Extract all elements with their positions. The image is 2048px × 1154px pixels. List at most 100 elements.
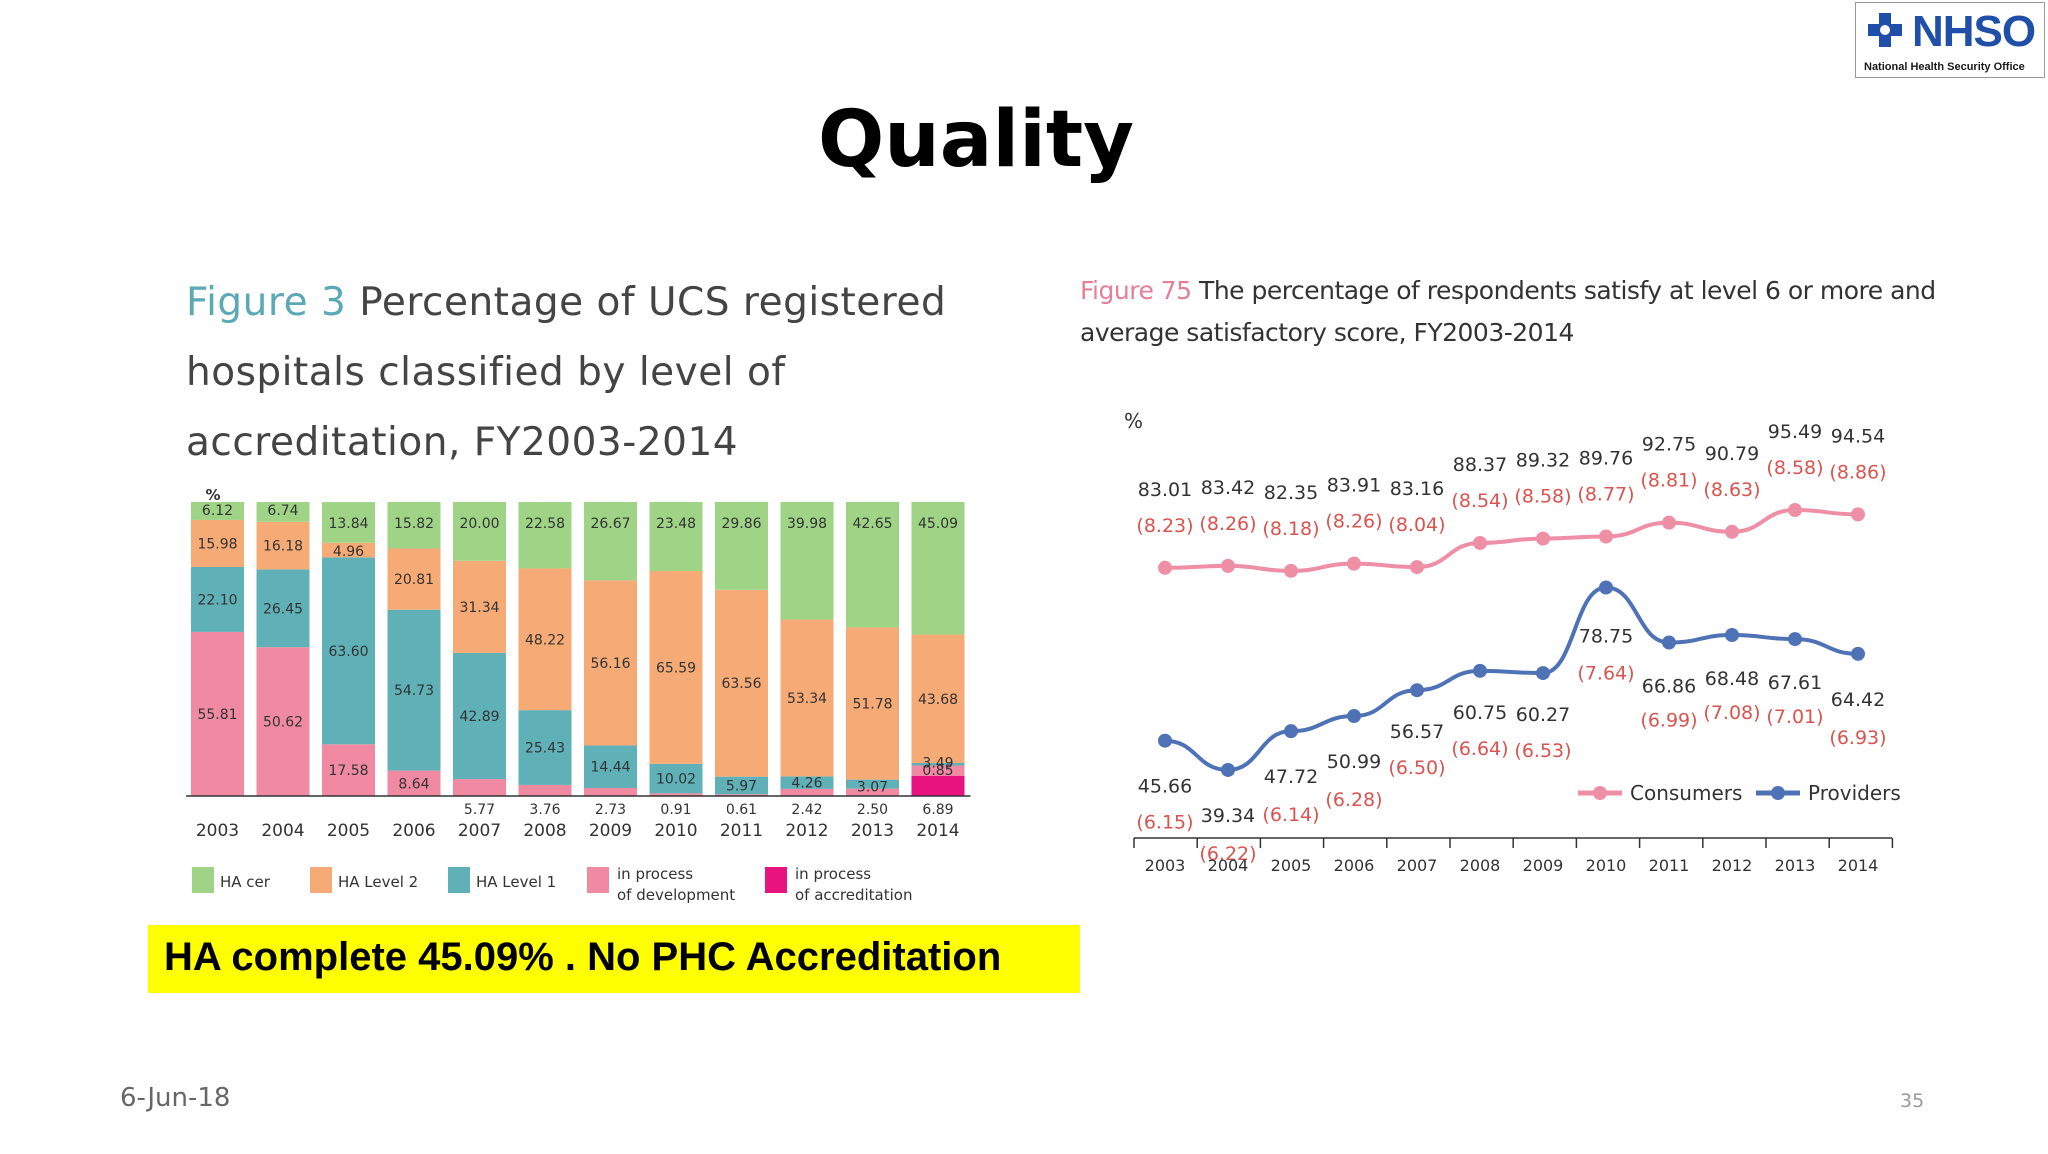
line-value-label: 39.34 bbox=[1201, 805, 1255, 827]
bar-data-label: 0.85 bbox=[922, 763, 953, 779]
line-score-label: (6.14) bbox=[1262, 804, 1319, 826]
bar-segment bbox=[780, 776, 834, 789]
bar-data-label: 39.98 bbox=[787, 516, 827, 532]
line-value-label: 88.37 bbox=[1453, 454, 1507, 476]
bar-category-label: 2012 bbox=[785, 821, 828, 841]
bar-unit-label: % bbox=[205, 486, 220, 504]
line-score-label: (8.58) bbox=[1514, 486, 1571, 508]
bar-segment bbox=[518, 710, 572, 785]
bar-data-label: 3.49 bbox=[922, 755, 953, 771]
satisfaction-line-chart: % 83.01 (8.23) 83.42 (8.26) 82.35 (8.18) 83.91 (… bbox=[1124, 409, 1901, 875]
bar-data-label: 15.82 bbox=[394, 516, 434, 532]
line-value-label: 50.99 bbox=[1327, 751, 1381, 773]
accreditation-stacked-bar-chart: % 55.81 22.10 15.98 6.12 2003 50.62 26.45 16.18 6… bbox=[186, 486, 971, 904]
line-score-label: (6.53) bbox=[1514, 740, 1571, 762]
line-point bbox=[1158, 560, 1172, 575]
line-x-tick-label: 2008 bbox=[1460, 856, 1501, 875]
bar-data-label: 10.02 bbox=[656, 772, 696, 788]
bar-segment bbox=[584, 787, 637, 796]
bar-segment bbox=[584, 502, 637, 581]
line-value-label: 78.75 bbox=[1579, 626, 1633, 648]
line-score-label: (8.86) bbox=[1829, 461, 1886, 483]
highlight-callout: HA complete 45.09% . No PHC Accreditatio… bbox=[148, 925, 1080, 993]
slide-title: Quality bbox=[817, 95, 1135, 185]
line-point bbox=[1410, 560, 1424, 575]
line-score-label: (6.93) bbox=[1829, 727, 1886, 749]
line-x-tick-label: 2012 bbox=[1712, 856, 1753, 875]
bar-segment bbox=[453, 652, 506, 780]
line-point bbox=[1851, 646, 1865, 661]
bar-segment bbox=[518, 568, 572, 711]
bar-data-label: 3.76 bbox=[529, 802, 560, 818]
line-point bbox=[1599, 580, 1613, 595]
line-score-label: (8.04) bbox=[1388, 514, 1445, 536]
line-value-label: 83.42 bbox=[1201, 477, 1255, 499]
line-point bbox=[1788, 503, 1802, 517]
bar-segment bbox=[322, 557, 375, 745]
line-score-label: (6.28) bbox=[1325, 789, 1382, 811]
line-legend-marker bbox=[1593, 786, 1607, 800]
line-value-label: 60.27 bbox=[1516, 704, 1570, 726]
bar-data-label: 43.68 bbox=[918, 692, 958, 708]
line-score-label: (8.18) bbox=[1262, 518, 1319, 540]
line-value-label: 64.42 bbox=[1831, 689, 1885, 711]
bar-segment bbox=[387, 609, 441, 771]
bar-segment bbox=[911, 762, 965, 766]
bar-data-label: 42.65 bbox=[852, 516, 892, 532]
bar-category-label: 2013 bbox=[851, 821, 894, 841]
bar-data-label: 6.12 bbox=[202, 503, 233, 519]
bar-data-label: 5.97 bbox=[726, 778, 757, 794]
line-point bbox=[1347, 709, 1361, 724]
line-value-label: 45.66 bbox=[1138, 776, 1192, 798]
nhso-cross-icon bbox=[1868, 13, 1902, 47]
bar-segment bbox=[256, 569, 310, 648]
line-score-label: (6.64) bbox=[1451, 738, 1508, 760]
bar-data-label: 53.34 bbox=[787, 691, 827, 707]
bar-data-label: 45.09 bbox=[918, 516, 958, 532]
line-value-label: 56.57 bbox=[1390, 721, 1444, 743]
line-point bbox=[1221, 762, 1235, 777]
bar-data-label: 23.48 bbox=[656, 516, 696, 532]
bar-data-label: 2.50 bbox=[857, 802, 888, 818]
bar-data-label: 20.00 bbox=[459, 516, 499, 532]
figure3-caption: Percentage of UCS registered hospitals c… bbox=[186, 280, 947, 465]
bar-data-label: 8.64 bbox=[398, 776, 429, 792]
line-legend-label: Providers bbox=[1808, 781, 1901, 805]
bar-segment bbox=[322, 542, 375, 558]
bar-data-label: 48.22 bbox=[525, 632, 565, 648]
bar-data-label: 16.18 bbox=[263, 539, 303, 555]
bar-data-label: 25.43 bbox=[525, 741, 565, 757]
line-score-label: (8.26) bbox=[1325, 511, 1382, 533]
line-value-label: 83.01 bbox=[1138, 479, 1192, 501]
line-x-tick-label: 2004 bbox=[1208, 856, 1249, 875]
bar-legend-label: HA Level 1 bbox=[476, 873, 556, 891]
line-point bbox=[1599, 529, 1613, 544]
bar-legend-swatch bbox=[448, 867, 470, 893]
bar-segment bbox=[911, 502, 965, 635]
bar-segment bbox=[453, 502, 506, 561]
line-score-label: (8.77) bbox=[1577, 484, 1634, 506]
line-score-label: (7.01) bbox=[1766, 706, 1823, 728]
line-point bbox=[1536, 666, 1550, 681]
bar-segment bbox=[911, 775, 965, 796]
bar-data-label: 15.98 bbox=[197, 536, 237, 552]
line-point bbox=[1410, 683, 1424, 698]
bar-segment bbox=[715, 776, 768, 795]
bar-category-label: 2009 bbox=[589, 821, 632, 841]
bar-segment bbox=[715, 794, 768, 796]
bar-data-label: 31.34 bbox=[459, 600, 499, 616]
line-score-label: (8.54) bbox=[1451, 490, 1508, 512]
bar-segment bbox=[191, 519, 244, 567]
bar-segment bbox=[780, 502, 834, 620]
line-x-tick-label: 2010 bbox=[1586, 856, 1627, 875]
line-score-label: (7.64) bbox=[1577, 663, 1634, 685]
bar-segment bbox=[453, 779, 506, 796]
line-value-label: 89.32 bbox=[1516, 450, 1570, 472]
bar-data-label: 26.67 bbox=[590, 516, 630, 532]
bar-segment bbox=[387, 548, 441, 610]
bar-data-label: 6.74 bbox=[267, 503, 298, 519]
bar-segment bbox=[322, 502, 375, 543]
bar-category-label: 2005 bbox=[327, 821, 370, 841]
line-point bbox=[1536, 531, 1550, 546]
bar-data-label: 13.84 bbox=[328, 516, 368, 532]
